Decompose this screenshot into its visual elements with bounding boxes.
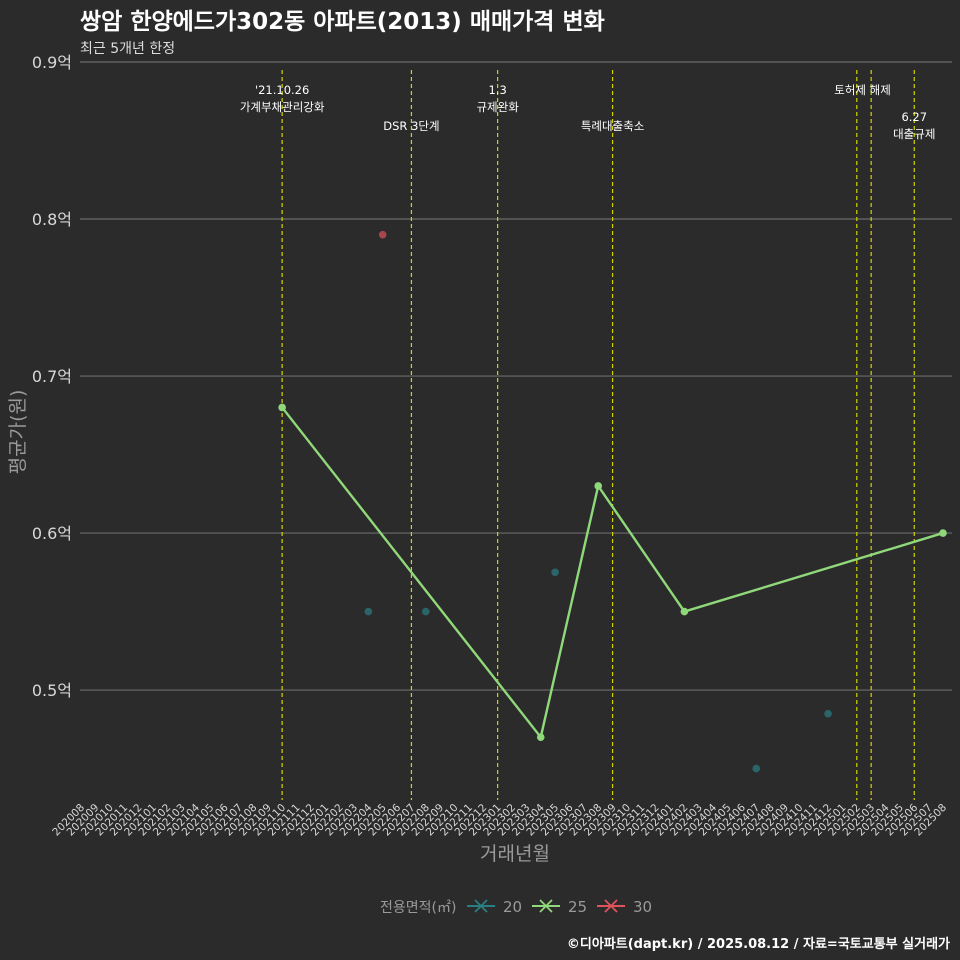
y-axis-title: 평균가(원) <box>7 390 29 475</box>
data-point-30 <box>378 230 387 239</box>
legend-key-cross <box>474 899 488 913</box>
event-label: 가계부채관리강화 <box>240 100 325 114</box>
data-point-25 <box>680 607 689 616</box>
legend-label: 25 <box>568 898 587 916</box>
y-tick-label: 0.9억 <box>32 53 72 72</box>
legend-key-cross <box>604 899 618 913</box>
event-label: 1.3 <box>488 83 506 97</box>
data-point-25 <box>278 403 286 412</box>
legend-label: 20 <box>503 898 522 916</box>
y-tick-label: 0.8억 <box>32 210 72 229</box>
data-point-25 <box>939 529 947 537</box>
event-label: 6.27 <box>901 110 927 124</box>
data-point-20 <box>824 709 832 718</box>
grid-layer: 0.5억 0.6억 0.7억 0.8억 0.9억 <box>32 53 952 700</box>
x-axis-title: 거래년월 <box>480 843 550 865</box>
legend-key-cross <box>539 899 553 913</box>
legend-item-25: 25 <box>532 898 587 916</box>
event-label: 특례대출축소 <box>581 119 644 133</box>
legend-item-30: 30 <box>597 898 652 916</box>
y-tick-label: 0.5억 <box>32 681 72 700</box>
data-point-20 <box>422 607 430 616</box>
x-axis: 2020082020092020102020112020122021012021… <box>50 801 949 838</box>
legend-item-20: 20 <box>467 898 522 916</box>
event-label: '21.10.26 <box>255 83 309 97</box>
legend: 전용면적(㎡) 20 25 30 <box>380 898 652 916</box>
legend-label: 30 <box>633 898 652 916</box>
data-point-25 <box>536 733 545 741</box>
data-point-25 <box>594 482 602 490</box>
data-point-20 <box>364 607 373 616</box>
event-label: DSR 3단계 <box>383 119 439 133</box>
y-tick-label: 0.7억 <box>32 367 72 386</box>
y-tick-label: 0.6억 <box>32 524 72 543</box>
chart-caption: ©디아파트(dapt.kr) / 2025.08.12 / 자료=국토교통부 실… <box>567 936 950 952</box>
event-label: 규제완화 <box>476 100 519 114</box>
event-label: 대출규제 <box>893 127 935 141</box>
series-layer <box>278 230 947 773</box>
data-point-20 <box>752 764 761 773</box>
chart-title: 쌍암 한양에드가302동 아파트(2013) 매매가격 변화 <box>80 9 605 35</box>
event-label: 토허제 해제 <box>834 83 891 97</box>
data-point-20 <box>551 568 559 577</box>
chart-subtitle: 최근 5개년 한정 <box>80 41 175 57</box>
legend-title: 전용면적(㎡) <box>380 900 456 916</box>
